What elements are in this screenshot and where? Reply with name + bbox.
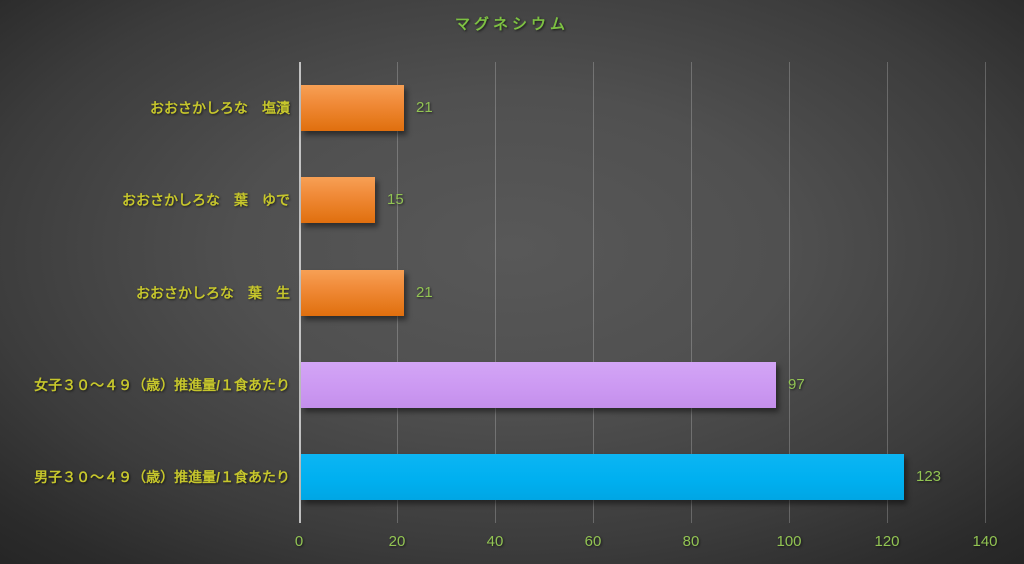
- category-label-2: おおさかしろな 葉 ゆで: [122, 192, 290, 208]
- category-label-3: おおさかしろな 葉 生: [136, 285, 290, 301]
- value-label-2: 15: [387, 191, 404, 208]
- value-label-3: 21: [416, 284, 433, 301]
- x-tick-label: 0: [294, 533, 304, 550]
- x-gridline: [495, 62, 496, 523]
- x-tick-label: 60: [584, 533, 602, 550]
- category-label-1: おおさかしろな 塩漬: [150, 100, 290, 116]
- x-gridline: [985, 62, 986, 523]
- x-tick-label: 100: [776, 533, 802, 550]
- bar-1[interactable]: [301, 85, 404, 131]
- bar-5[interactable]: [301, 454, 904, 500]
- x-tick-label: 20: [388, 533, 406, 550]
- x-tick-label: 40: [486, 533, 504, 550]
- x-gridline: [887, 62, 888, 523]
- bar-3[interactable]: [301, 270, 404, 316]
- bar-2[interactable]: [301, 177, 375, 223]
- category-label-5: 男子３０～４９（歳）推進量/１食あたり: [34, 469, 290, 485]
- x-gridline: [593, 62, 594, 523]
- value-label-5: 123: [916, 468, 942, 485]
- value-label-4: 97: [788, 376, 805, 393]
- chart-title: マグネシウム: [454, 16, 569, 33]
- x-gridline: [691, 62, 692, 523]
- x-tick-label: 120: [874, 533, 900, 550]
- value-label-1: 21: [416, 99, 433, 116]
- bar-4[interactable]: [301, 362, 776, 408]
- x-gridline: [789, 62, 790, 523]
- x-tick-label: 140: [972, 533, 998, 550]
- x-tick-label: 80: [682, 533, 700, 550]
- y-axis-line: [299, 62, 301, 523]
- category-label-4: 女子３０～４９（歳）推進量/１食あたり: [34, 377, 290, 393]
